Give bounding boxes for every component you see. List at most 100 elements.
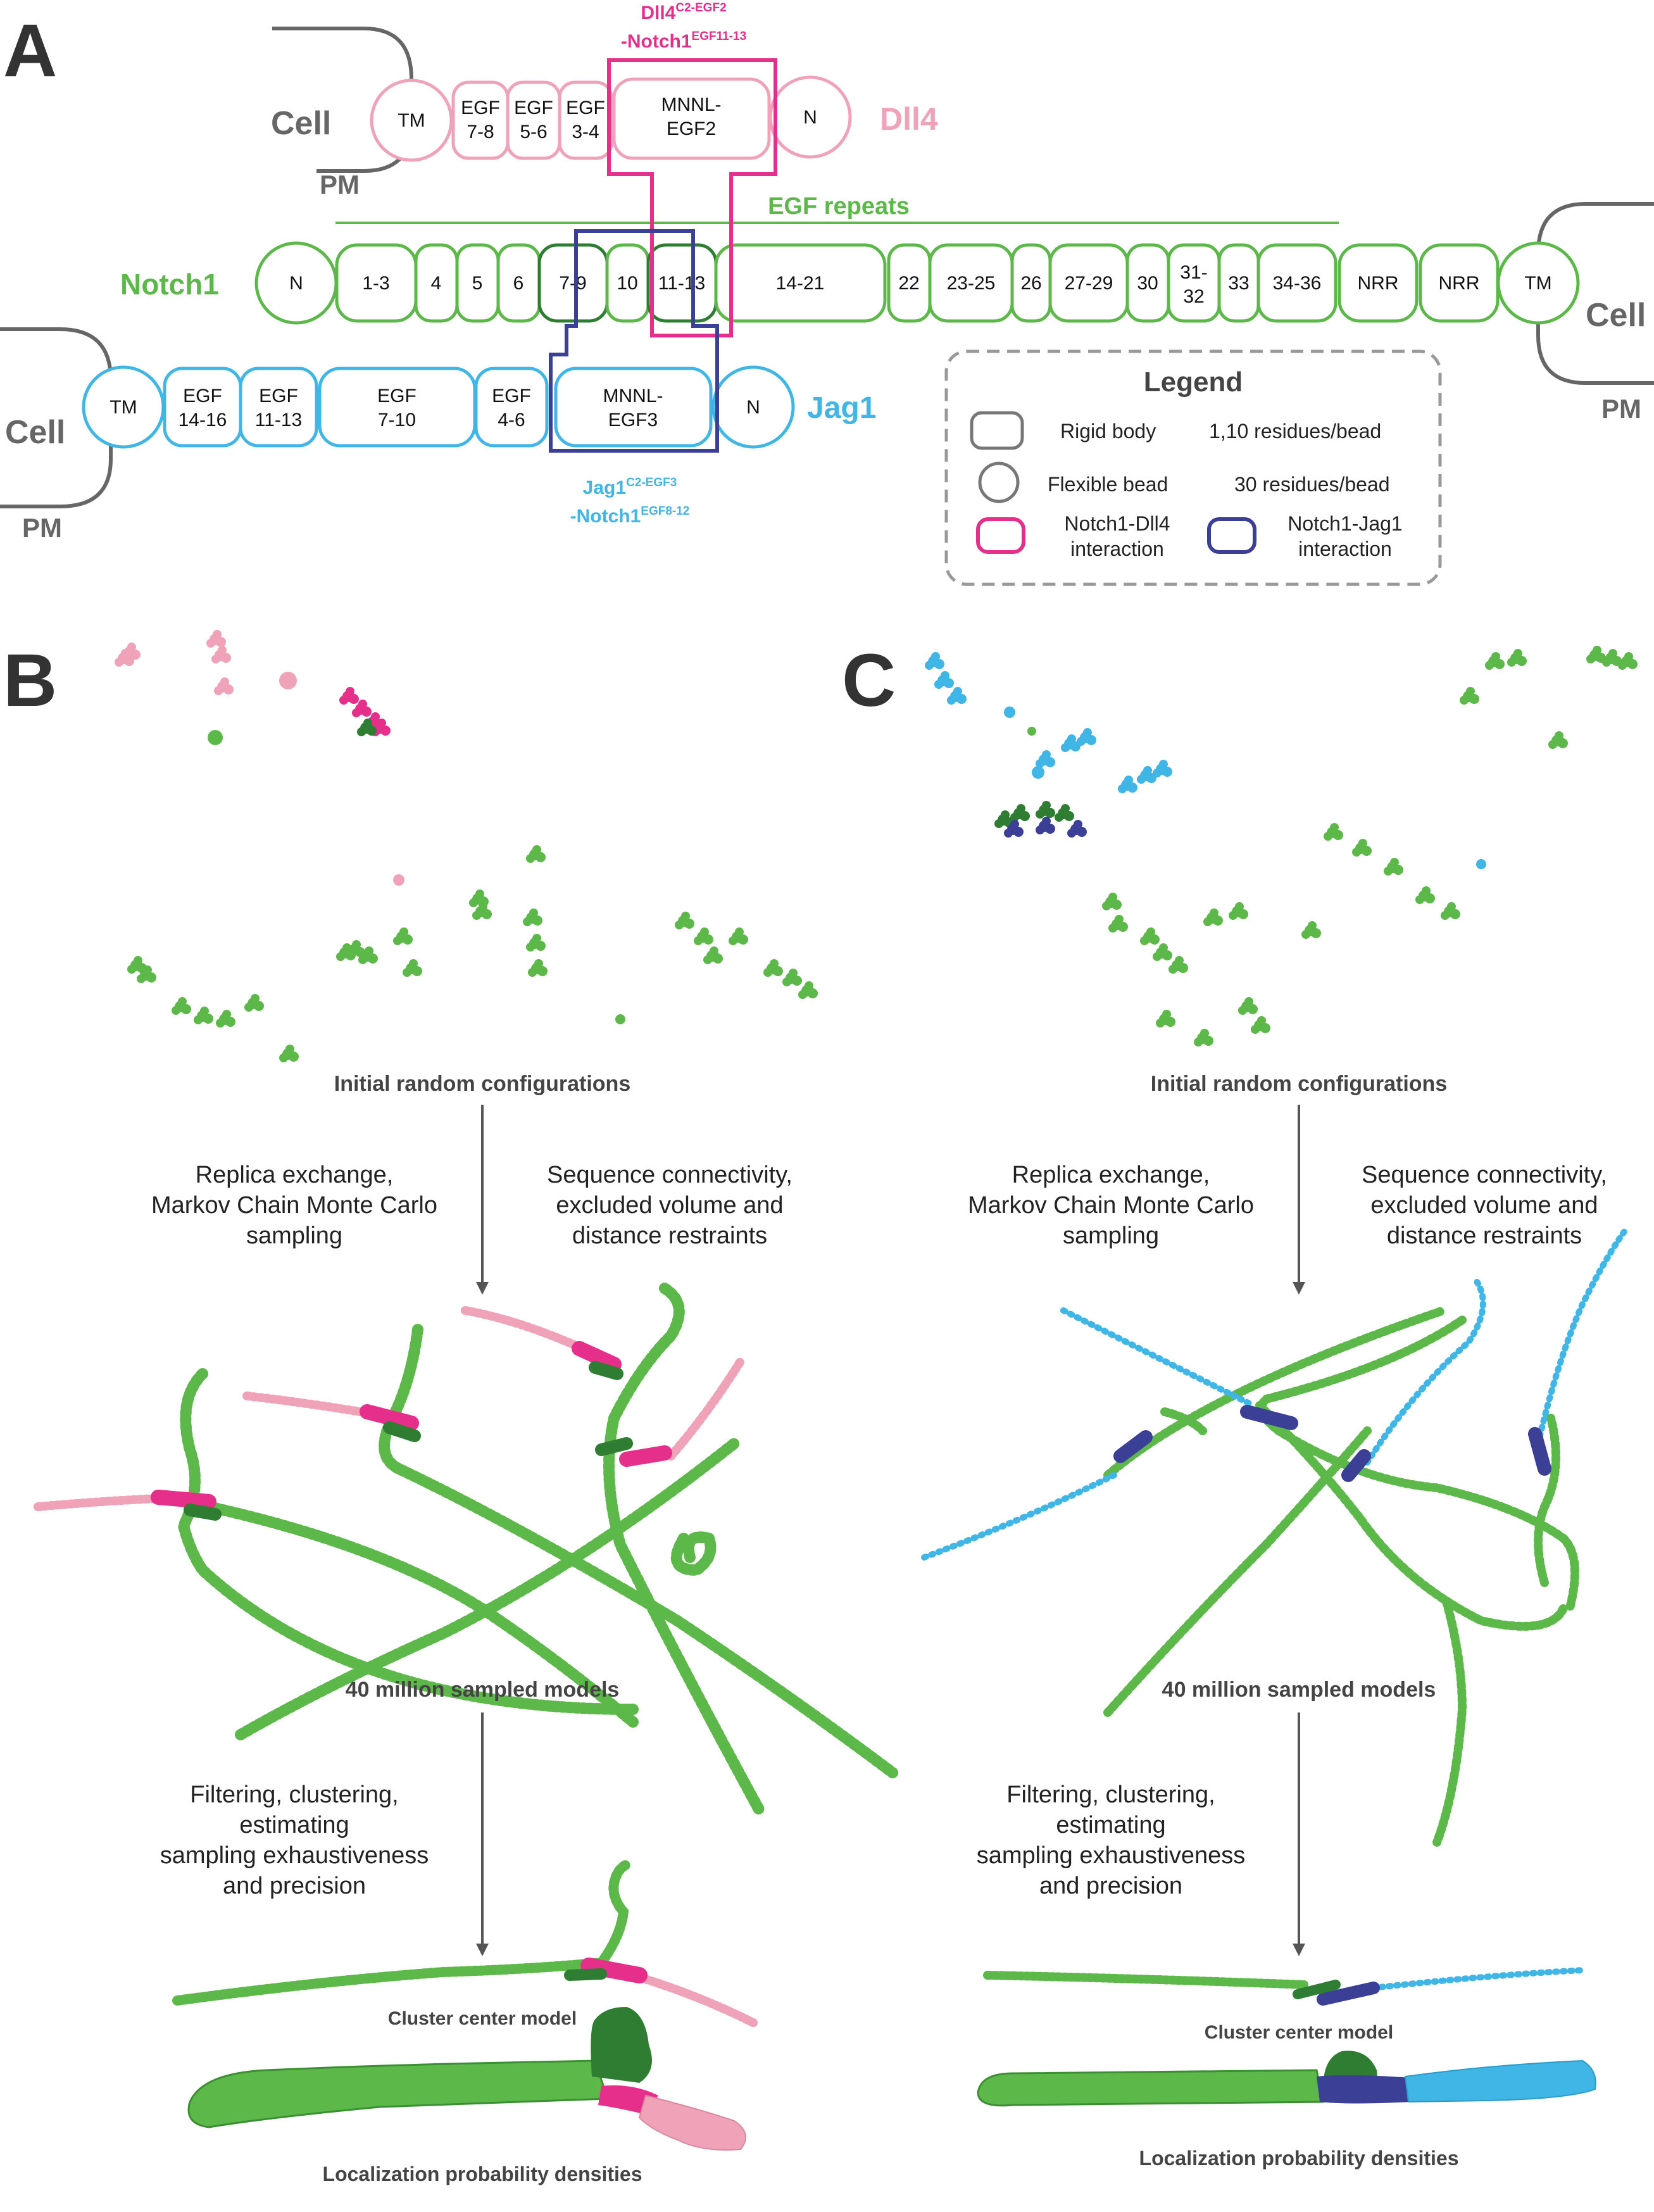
- notch1-chain: [379, 1324, 898, 1778]
- notch1-domains: [254, 241, 1580, 325]
- jag1-chain: [921, 1472, 1117, 1561]
- notch1-interface: [595, 1437, 633, 1456]
- fragment: [1118, 776, 1137, 793]
- fragment: [1102, 893, 1122, 910]
- jag1-pm-label: PM: [22, 513, 62, 543]
- fragment: [1168, 956, 1188, 974]
- label-line-1: EGF: [183, 386, 222, 406]
- jag1-domain-n: [711, 365, 795, 449]
- fragment: [1238, 997, 1258, 1015]
- fragment: [1036, 817, 1055, 834]
- fragment: [1010, 804, 1030, 822]
- jag1-cell-label: Cell: [5, 414, 65, 451]
- dll4-domain-egf-3-4: [558, 80, 613, 160]
- legend-jag1-swatch: [1207, 517, 1256, 554]
- bead: [208, 730, 223, 745]
- fragment: [194, 1007, 213, 1024]
- legend-title: Legend: [1144, 367, 1243, 398]
- dll4-density: [638, 2094, 746, 2151]
- notch1-label-11-13: 11-13: [658, 273, 706, 294]
- jag1-interface: [1341, 1449, 1371, 1482]
- fragment: [526, 934, 546, 952]
- panel-label-a: A: [3, 9, 57, 92]
- jag1-chain: [1060, 1307, 1256, 1409]
- dll4-int-sup1: C2-EGF2: [675, 1, 726, 15]
- jag1-interface: [1528, 1427, 1551, 1476]
- jag1-interface: [1113, 1430, 1153, 1463]
- fragment: [403, 959, 422, 977]
- fragment: [1251, 1016, 1270, 1034]
- fragment: [1055, 804, 1074, 822]
- fragment: [1036, 750, 1055, 768]
- fragment: [206, 630, 226, 648]
- jag1-domain-egf-4-6: [474, 367, 549, 448]
- fragment: [1324, 823, 1343, 841]
- jag1-fragments-c: [925, 652, 1486, 869]
- bead: [615, 1014, 625, 1024]
- fragment: [1229, 902, 1248, 920]
- fragment: [1352, 839, 1372, 857]
- arrow-1-c-head: [1293, 1282, 1305, 1295]
- notch1-chain: [670, 1531, 717, 1576]
- initial-label-b: Initial random configurations: [334, 1072, 630, 1096]
- fragment: [528, 959, 548, 977]
- connectivity-label-b: Sequence connectivity, excluded volume an…: [547, 1162, 793, 1249]
- legend-rigid-body-label: Rigid body: [1060, 420, 1156, 443]
- fragment: [1156, 1010, 1175, 1027]
- notch1-label-6: 6: [513, 273, 524, 294]
- notch1-name: Notch1: [120, 268, 219, 301]
- fragment: [172, 997, 191, 1015]
- notch1-chain: [172, 1859, 632, 2006]
- dll4-domain-label-egf-5-6: EGF 5-6: [514, 97, 553, 142]
- bead: [279, 672, 297, 689]
- densities-label-c: Localization probability densities: [1139, 2147, 1459, 2170]
- densities-label-b: Localization probability densities: [323, 2163, 642, 2185]
- label-line-1: Sequence connectivity,: [1362, 1162, 1607, 1188]
- jag1-density-interface: [1317, 2075, 1412, 2104]
- label-line-2: excluded volume and: [556, 1192, 783, 1219]
- notch1-density: [187, 2059, 610, 2128]
- fragment: [947, 687, 967, 705]
- jag1-domain-egf-7-10: [318, 367, 477, 448]
- notch1-label-nrr-2: NRR: [1439, 273, 1480, 294]
- panel-label-c: C: [842, 639, 896, 722]
- dll4-int-sup2: EGF11-13: [692, 30, 747, 43]
- label-line-1: Replica exchange,: [196, 1162, 394, 1188]
- filtering-label-b: Filtering, clustering, estimating sampling…: [160, 1782, 429, 1899]
- fragment: [1140, 927, 1160, 945]
- fragment: [244, 994, 264, 1012]
- fragment: [1441, 902, 1460, 920]
- dll4-domain-n: [768, 75, 852, 159]
- fragment: [214, 677, 234, 695]
- jag1-label-egf-14-16: EGF 14-16: [179, 386, 227, 430]
- initial-label-c: Initial random configurations: [1151, 1072, 1447, 1096]
- notch1-domain-14-21: [714, 243, 887, 323]
- label-line-2: 4-6: [498, 410, 525, 430]
- fragment: [1203, 908, 1223, 926]
- fragment: [526, 845, 546, 863]
- fragment: [1548, 731, 1568, 749]
- jag1-chain: [1364, 1276, 1486, 1466]
- notch1-label-26: 26: [1020, 273, 1041, 294]
- label-line-1: 31-: [1180, 262, 1207, 283]
- label-line-1: Filtering, clustering,: [1006, 1782, 1215, 1808]
- notch1-label-4: 4: [431, 273, 442, 294]
- filtering-label-c: Filtering, clustering, estimating sampling…: [977, 1782, 1246, 1899]
- legend-flexible-bead-swatch: [978, 462, 1020, 503]
- fragment: [279, 1045, 299, 1062]
- notch1-label-23-25: 23-25: [947, 273, 996, 294]
- label-line-1: Replica exchange,: [1012, 1162, 1210, 1188]
- label-line-2: interaction: [1070, 537, 1164, 560]
- dll4-interface: [572, 1341, 622, 1372]
- fragment: [1036, 801, 1055, 819]
- label-line-3: sampling: [1063, 1222, 1159, 1249]
- notch1-label-tm: TM: [1524, 273, 1551, 294]
- jag1-interface: [1317, 1982, 1380, 2006]
- notch1-label-5: 5: [472, 273, 483, 294]
- fragment: [729, 927, 748, 945]
- notch1-chain: [1534, 1414, 1560, 1587]
- replica-label-b: Replica exchange, Markov Chain Monte Carl…: [151, 1162, 437, 1249]
- notch1-chain: [235, 1438, 740, 1740]
- label-line-2: estimating: [1056, 1812, 1165, 1838]
